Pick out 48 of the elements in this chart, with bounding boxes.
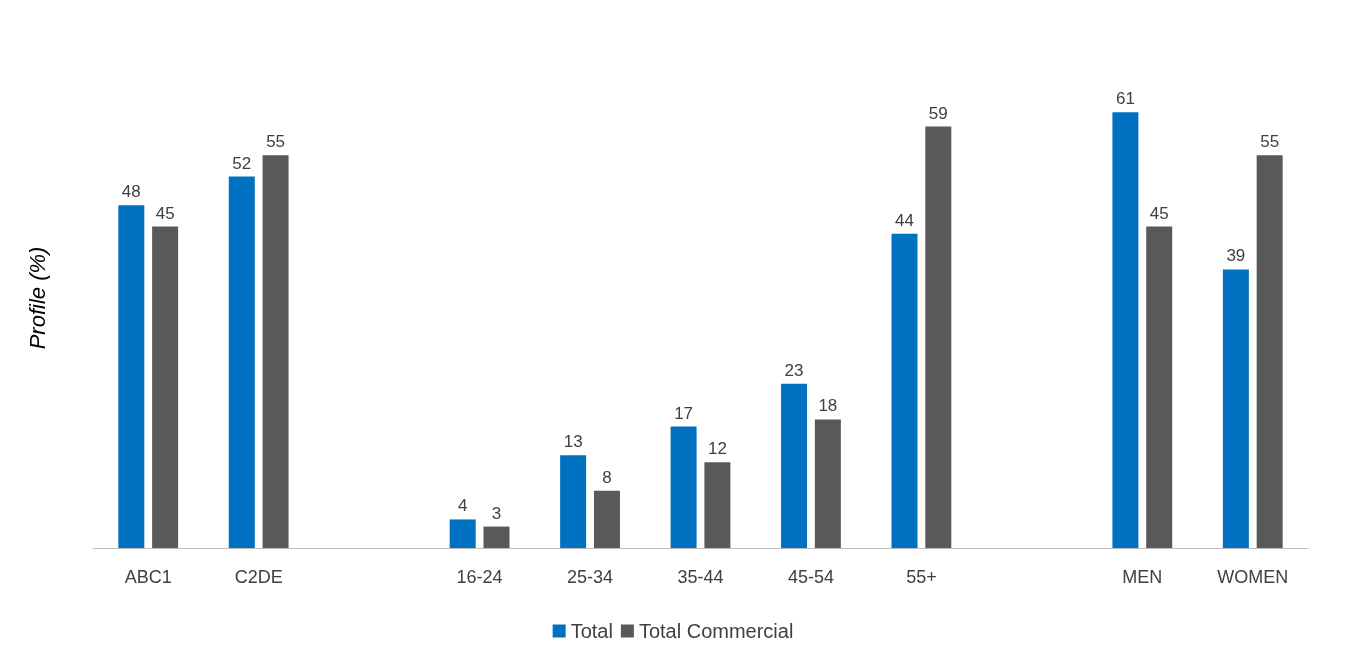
data-label: 48 xyxy=(121,182,141,202)
legend-label: Total xyxy=(570,620,613,642)
x-tick-label: ABC1 xyxy=(124,567,172,587)
data-label: 59 xyxy=(928,103,948,123)
bar xyxy=(560,455,587,548)
bar xyxy=(891,233,918,548)
x-tick-label: MEN xyxy=(1122,567,1163,587)
x-tick-label: 55+ xyxy=(906,567,937,587)
bar xyxy=(1222,269,1249,548)
x-tick-label: C2DE xyxy=(234,567,283,587)
bar xyxy=(228,176,255,548)
data-label: 45 xyxy=(1149,203,1169,223)
x-tick-label: 45-54 xyxy=(787,567,834,587)
data-label: 17 xyxy=(674,403,694,423)
bar xyxy=(483,526,510,548)
data-label: 52 xyxy=(232,153,252,173)
data-label: 23 xyxy=(784,360,804,380)
data-label: 4 xyxy=(457,496,468,516)
legend-label: Total Commercial xyxy=(638,620,794,642)
bar xyxy=(925,126,952,548)
bar xyxy=(1112,112,1139,548)
data-label: 45 xyxy=(155,203,175,223)
data-label: 55 xyxy=(1260,132,1280,152)
bar xyxy=(118,205,145,548)
data-label: 39 xyxy=(1226,246,1246,266)
data-label: 13 xyxy=(563,432,583,452)
x-tick-label: WOMEN xyxy=(1217,567,1289,587)
bar xyxy=(670,426,697,548)
bar xyxy=(593,490,620,548)
x-tick-label: 25-34 xyxy=(567,567,614,587)
bar xyxy=(449,519,476,548)
data-label: 61 xyxy=(1115,89,1135,109)
data-label: 3 xyxy=(491,503,502,523)
x-tick-label: 16-24 xyxy=(456,567,503,587)
bar xyxy=(814,419,841,548)
data-label: 55 xyxy=(266,132,286,152)
y-axis-title: Profile (%) xyxy=(24,246,50,350)
bar xyxy=(704,462,731,548)
data-label: 44 xyxy=(895,210,914,230)
x-tick-label: 35-44 xyxy=(677,567,724,587)
bar xyxy=(1146,226,1173,548)
data-label: 12 xyxy=(707,439,727,459)
bar xyxy=(781,383,808,548)
data-label: 8 xyxy=(602,467,612,487)
bar xyxy=(1256,155,1283,548)
bar xyxy=(262,155,289,548)
bar xyxy=(152,226,179,548)
data-label: 18 xyxy=(818,396,838,416)
